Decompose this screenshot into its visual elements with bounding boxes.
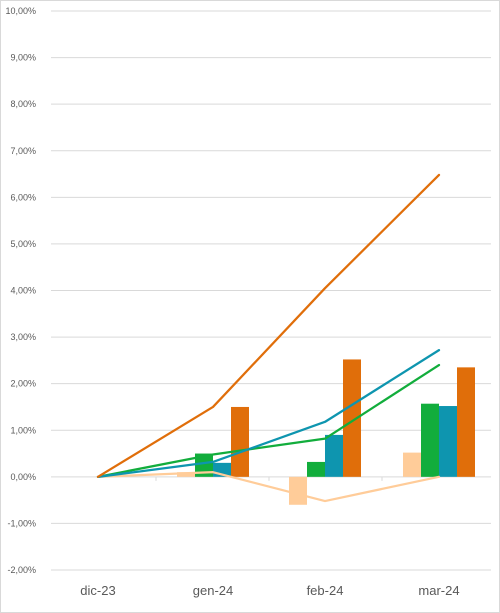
bar [343, 359, 361, 477]
series-line [96, 363, 441, 478]
y-tick-label: 2,00% [10, 379, 36, 389]
bar [289, 476, 307, 505]
y-tick-label: -2,00% [7, 565, 36, 575]
y-tick-label: 6,00% [10, 192, 36, 202]
y-tick-label: 5,00% [10, 239, 36, 249]
bar [421, 403, 439, 477]
y-tick-label: 9,00% [10, 53, 36, 63]
y-tick-label: 8,00% [10, 99, 36, 109]
y-tick-label: 10,00% [5, 6, 36, 16]
x-tick-label: gen-24 [193, 583, 233, 598]
series-line [96, 471, 441, 503]
bar [307, 461, 325, 477]
bar [439, 406, 457, 477]
series-line [96, 173, 441, 478]
x-tick-label: feb-24 [307, 583, 344, 598]
x-tick-label: mar-24 [418, 583, 459, 598]
bar [457, 367, 475, 477]
line-layer [96, 173, 441, 503]
y-axis-ticks: -2,00% -1,00% 0,00% 1,00% 2,00% 3,00% 4,00% 5,0… [5, 6, 36, 575]
bar [195, 453, 213, 477]
bar [231, 406, 249, 477]
y-tick-label: 4,00% [10, 286, 36, 296]
series-line [96, 349, 441, 478]
y-tick-label: 7,00% [10, 146, 36, 156]
y-tick-label: 1,00% [10, 425, 36, 435]
x-axis-ticks: dic-23 gen-24 feb-24 mar-24 [80, 583, 459, 598]
x-tick-label: dic-23 [80, 583, 115, 598]
bar-layer [177, 359, 475, 505]
y-tick-label: 0,00% [10, 472, 36, 482]
bar [177, 472, 195, 477]
y-tick-label: -1,00% [7, 518, 36, 528]
bar [325, 434, 343, 477]
y-tick-label: 3,00% [10, 332, 36, 342]
bar [403, 452, 421, 477]
